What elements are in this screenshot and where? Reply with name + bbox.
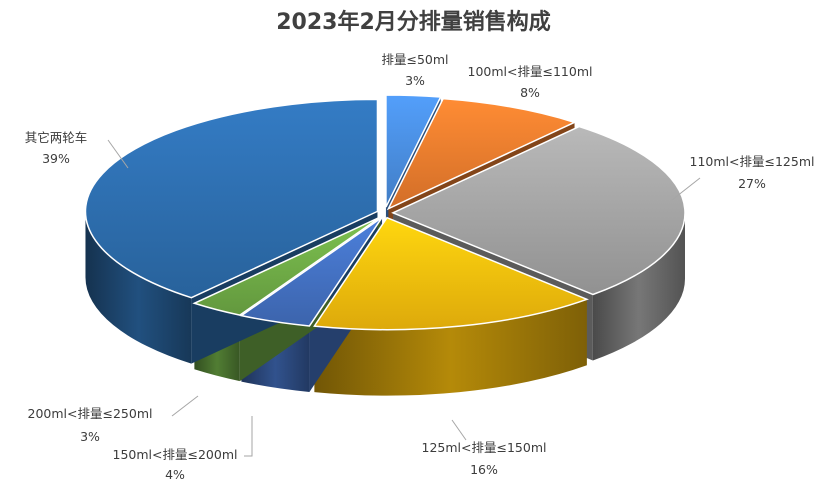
slice-value-label: 3% (405, 73, 425, 88)
slice-label: 100ml<排量≤110ml (468, 64, 593, 79)
leader-line (451, 419, 467, 441)
slice-side (314, 299, 587, 396)
leader-line (171, 395, 199, 417)
slice-label: 排量≤50ml (381, 52, 448, 67)
slice-label: 150ml<排量≤200ml (113, 447, 238, 462)
slice-label: 其它两轮车 (25, 130, 88, 145)
slice-value-label: 3% (80, 429, 100, 444)
slice-value-label: 27% (738, 176, 766, 191)
pie-slice (385, 94, 442, 208)
leader-line (244, 416, 253, 457)
slice-side (85, 211, 192, 364)
slice-label: 200ml<排量≤250ml (28, 406, 153, 421)
pie-slice (192, 216, 381, 316)
chart-title: 2023年2月分排量销售构成 (276, 10, 551, 35)
slice-label: 110ml<排量≤125ml (690, 154, 815, 169)
pie-slice (391, 125, 686, 296)
slice-value-label: 4% (165, 467, 185, 482)
leader-line (107, 139, 129, 169)
pie-slice (239, 216, 383, 327)
pie-slice (386, 97, 577, 211)
slice-side (592, 212, 685, 361)
leader-line (671, 177, 701, 201)
slice-value-label: 8% (520, 85, 540, 100)
slice-label: 125ml<排量≤150ml (422, 440, 547, 455)
pie-slice (313, 216, 589, 331)
slice-value-label: 16% (470, 462, 498, 477)
pie-slice (84, 98, 379, 299)
slice-value-label: 39% (42, 151, 70, 166)
